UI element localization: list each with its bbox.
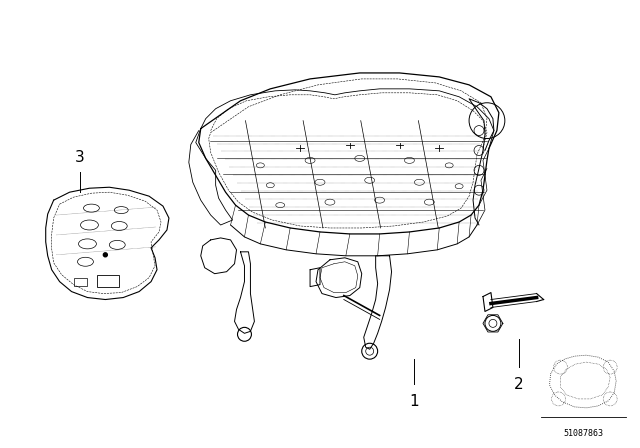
Text: 51087863: 51087863	[563, 429, 604, 438]
Text: 2: 2	[514, 377, 524, 392]
Text: 1: 1	[410, 394, 419, 409]
Text: 3: 3	[75, 151, 84, 165]
Circle shape	[103, 253, 108, 257]
